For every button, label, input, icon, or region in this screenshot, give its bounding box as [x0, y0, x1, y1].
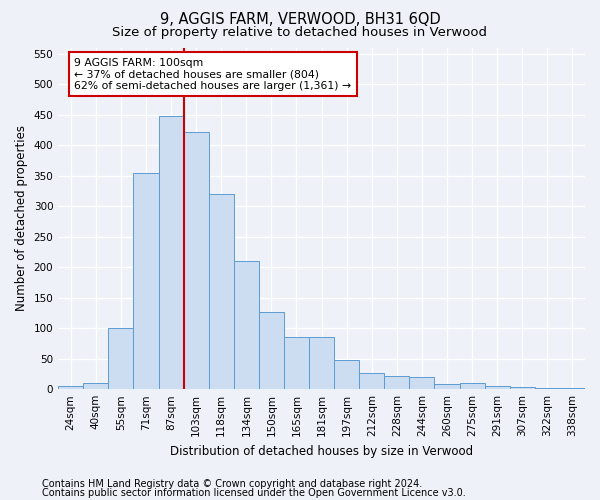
Bar	[560, 388, 585, 389]
X-axis label: Distribution of detached houses by size in Verwood: Distribution of detached houses by size …	[170, 444, 473, 458]
Text: 9 AGGIS FARM: 100sqm
← 37% of detached houses are smaller (804)
62% of semi-deta: 9 AGGIS FARM: 100sqm ← 37% of detached h…	[74, 58, 351, 91]
Bar	[309, 338, 334, 389]
Bar	[434, 384, 460, 389]
Bar	[409, 377, 434, 389]
Y-axis label: Number of detached properties: Number of detached properties	[15, 126, 28, 312]
Bar	[234, 261, 259, 389]
Bar	[83, 383, 109, 389]
Bar	[535, 388, 560, 389]
Text: Contains public sector information licensed under the Open Government Licence v3: Contains public sector information licen…	[42, 488, 466, 498]
Bar	[334, 360, 359, 389]
Text: Size of property relative to detached houses in Verwood: Size of property relative to detached ho…	[113, 26, 487, 39]
Bar	[259, 312, 284, 389]
Bar	[158, 116, 184, 389]
Bar	[385, 376, 409, 389]
Bar	[133, 172, 158, 389]
Bar	[284, 338, 309, 389]
Bar	[109, 328, 133, 389]
Bar	[359, 372, 385, 389]
Bar	[510, 386, 535, 389]
Text: Contains HM Land Registry data © Crown copyright and database right 2024.: Contains HM Land Registry data © Crown c…	[42, 479, 422, 489]
Bar	[184, 132, 209, 389]
Bar	[485, 386, 510, 389]
Bar	[58, 386, 83, 389]
Text: 9, AGGIS FARM, VERWOOD, BH31 6QD: 9, AGGIS FARM, VERWOOD, BH31 6QD	[160, 12, 440, 28]
Bar	[460, 383, 485, 389]
Bar	[209, 194, 234, 389]
